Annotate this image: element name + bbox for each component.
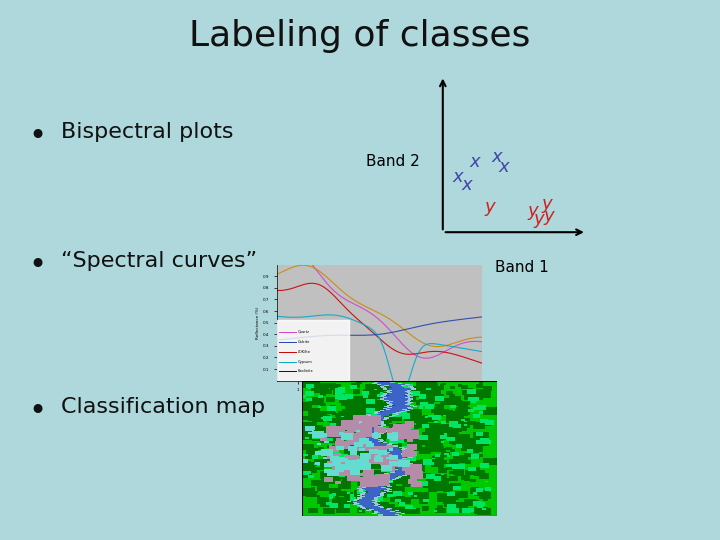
Text: x: x bbox=[453, 168, 463, 186]
Text: Gypsum: Gypsum bbox=[298, 360, 312, 363]
Bar bbox=[277, 320, 349, 381]
Text: •: • bbox=[29, 397, 47, 426]
Text: y: y bbox=[542, 195, 552, 213]
Text: Bispectral plots: Bispectral plots bbox=[61, 122, 234, 141]
Text: y: y bbox=[528, 201, 538, 220]
Text: y: y bbox=[544, 207, 554, 225]
Text: x: x bbox=[462, 176, 472, 194]
Text: x: x bbox=[470, 153, 480, 171]
Text: •: • bbox=[29, 251, 47, 280]
Text: Calcite: Calcite bbox=[298, 340, 310, 344]
Text: Classification map: Classification map bbox=[61, 397, 266, 417]
Text: Kaolinite: Kaolinite bbox=[298, 369, 313, 374]
Text: Labeling of classes: Labeling of classes bbox=[189, 19, 531, 53]
Text: y: y bbox=[485, 198, 495, 216]
X-axis label: Wavelength (micrometers): Wavelength (micrometers) bbox=[352, 395, 408, 399]
Y-axis label: Reflectance (%): Reflectance (%) bbox=[256, 306, 261, 339]
Text: LDK/Ite: LDK/Ite bbox=[298, 350, 310, 354]
Text: Quartz: Quartz bbox=[298, 330, 310, 334]
Text: x: x bbox=[492, 147, 502, 166]
Text: Band 2: Band 2 bbox=[366, 154, 419, 169]
Text: y: y bbox=[534, 210, 544, 228]
Text: “Spectral curves”: “Spectral curves” bbox=[61, 251, 257, 271]
Text: Band 1: Band 1 bbox=[495, 260, 549, 275]
Text: •: • bbox=[29, 122, 47, 151]
Text: x: x bbox=[499, 158, 509, 177]
